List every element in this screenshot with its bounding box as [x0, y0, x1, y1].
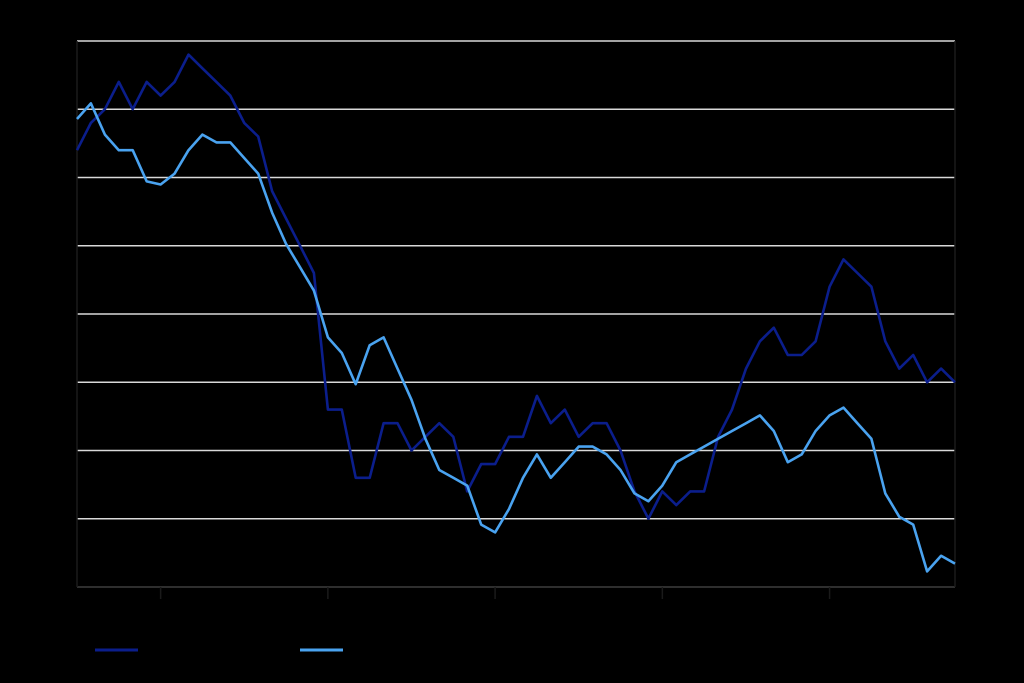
right-y-tick-label: 70	[975, 422, 994, 441]
left-y-tick-label: 1,15	[25, 373, 58, 392]
legend-label-eurusd: EURUSD	[146, 641, 218, 660]
legend-label-usd-index: USD rel. tillväxtvalutsindex (höger)	[351, 641, 612, 660]
series-line-eurusd	[75, 53, 956, 520]
x-tick-label: 2014	[218, 602, 256, 621]
gridlines	[77, 40, 955, 588]
right-y-tick-label: 95	[975, 32, 994, 51]
x-tick-label: 2015	[386, 602, 424, 621]
right-y-tick-label: 60	[975, 578, 994, 597]
left-y-tick-label: 1,20	[25, 305, 58, 324]
left-y-tick-label: 1,05	[25, 510, 58, 529]
left-y-tick-label: 1,35	[25, 100, 58, 119]
left-y-tick-label: 1,30	[25, 169, 58, 188]
right-y-tick-labels: 60 65 70 75 80 85 90 95	[975, 32, 994, 597]
legend: EURUSD USD rel. tillväxtvalutsindex (hög…	[95, 641, 612, 660]
left-y-tick-label: 1,25	[25, 237, 58, 256]
left-y-tick-labels: 1,00 1,05 1,10 1,15 1,20 1,25 1,30 1,35 1,40	[25, 32, 58, 597]
series-lines	[75, 53, 956, 573]
right-y-tick-label: 85	[975, 188, 994, 207]
left-y-tick-label: 1,00	[25, 578, 58, 597]
axes	[76, 41, 956, 599]
x-tick-label: 2018	[873, 602, 911, 621]
x-tick-labels: 2014 2015 2016 2017 2018	[218, 602, 911, 621]
x-tick-label: 2016	[553, 602, 591, 621]
right-y-tick-label: 90	[975, 110, 994, 129]
right-y-tick-label: 65	[975, 500, 994, 519]
right-y-tick-label: 75	[975, 344, 994, 363]
series-line-usd-index	[76, 102, 956, 573]
right-y-tick-label: 80	[975, 266, 994, 285]
left-y-tick-label: 1,10	[25, 442, 58, 461]
x-tick-label: 2017	[720, 602, 758, 621]
left-y-tick-label: 1,40	[25, 32, 58, 51]
